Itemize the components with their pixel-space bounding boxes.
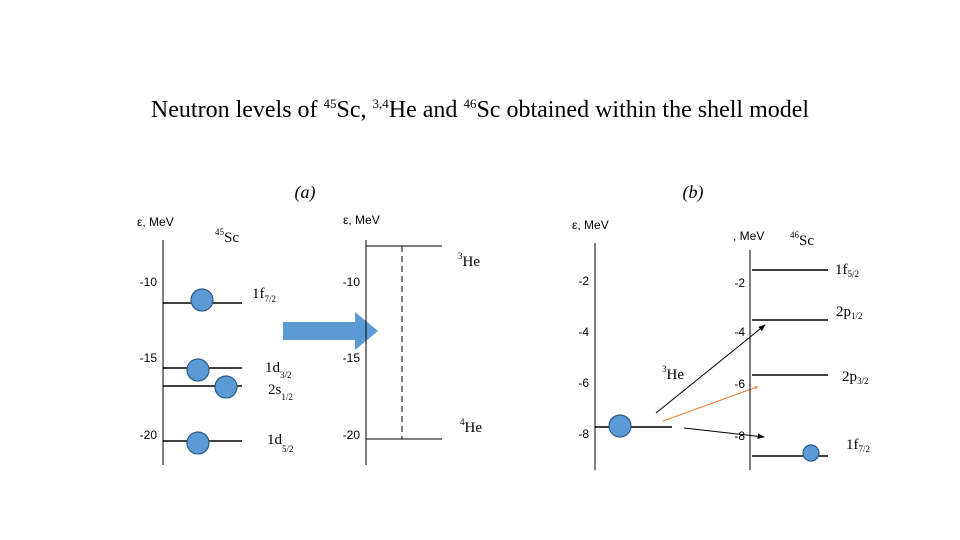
level-label: 1f7/2	[252, 286, 276, 304]
tick-label: -8	[578, 427, 589, 441]
tick-label: -2	[734, 276, 745, 290]
tick-label: -6	[578, 376, 589, 390]
arrow	[683, 427, 765, 440]
neutron	[802, 444, 820, 462]
tick-label: -2	[578, 274, 589, 288]
tick-label: -20	[343, 428, 361, 442]
panel-a-left: ε, MeV 45Sc -10 -15 -20 1f7/2 1d3/2 2s1/…	[137, 215, 294, 465]
axis-label: , MeV	[733, 229, 764, 243]
nucleus-label: 45Sc	[215, 227, 239, 246]
axis-label: ε, MeV	[572, 218, 609, 232]
nucleus-label: 46Sc	[790, 230, 814, 249]
arrow	[662, 386, 759, 422]
level-label: 2s1/2	[268, 382, 293, 402]
tick-label: -15	[140, 351, 158, 365]
panel-a-right: ε, MeV -10 -15 -20 3He 4He	[343, 213, 482, 465]
panel-label: (b)	[683, 182, 704, 203]
neutron	[190, 288, 214, 312]
title: Neutron levels of 45Sc, 3,4He and 46Sc o…	[151, 96, 809, 123]
arrow	[655, 324, 766, 414]
panel-b-right: , MeV 46Sc -2 -4 -6 -8 1f5/2 2p1/2 2p3/2…	[733, 229, 870, 470]
nucleus-label: 3He	[458, 251, 480, 270]
tick-label: -4	[734, 325, 745, 339]
panel-label: (a)	[295, 182, 316, 203]
nucleus-label: 3He	[662, 364, 684, 383]
level-label: 2p3/2	[842, 369, 869, 386]
nucleus-label: 4He	[460, 417, 482, 436]
tick-label: -20	[140, 428, 158, 442]
neutron	[186, 358, 210, 382]
level-label: 1f5/2	[835, 262, 859, 279]
axis-label: ε, MeV	[343, 213, 380, 227]
tick-label: -10	[140, 275, 158, 289]
tick-label: -10	[343, 275, 361, 289]
tick-label: -6	[734, 377, 745, 391]
tick-label: -8	[734, 429, 745, 443]
neutron	[214, 375, 238, 399]
level-label: 1f7/2	[846, 437, 870, 454]
transition-arrow	[283, 312, 378, 350]
panel-b-left: ε, MeV -2 -4 -6 -8 3He	[572, 218, 766, 470]
level-label: 1d5/2	[267, 432, 294, 454]
axis-label: ε, MeV	[137, 215, 174, 229]
tick-label: -4	[578, 325, 589, 339]
neutron	[186, 431, 210, 455]
neutron	[608, 414, 632, 438]
level-label: 1d3/2	[265, 360, 292, 380]
level-label: 2p1/2	[836, 304, 863, 321]
tick-label: -15	[343, 351, 361, 365]
